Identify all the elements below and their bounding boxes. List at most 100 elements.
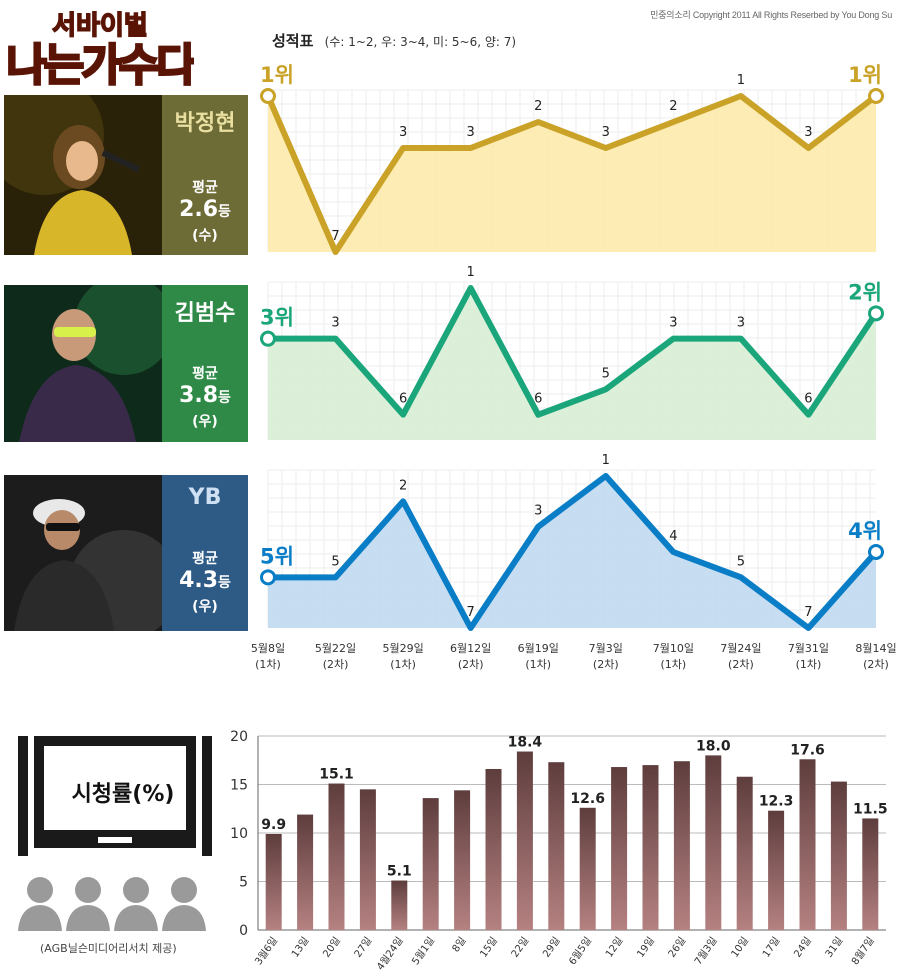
average-value: 2.6등 [179, 197, 231, 222]
x-tick-label: 5월29일 [382, 641, 423, 655]
y-tick-label: 0 [239, 923, 248, 939]
series-area [268, 288, 876, 440]
y-tick-label: 10 [230, 826, 248, 842]
endpoint-marker [868, 305, 884, 322]
singer-name: YB [188, 485, 222, 510]
rank-data-label: 7 [331, 229, 339, 244]
singer-photo-3 [4, 475, 162, 631]
rank-data-label: 3 [399, 125, 407, 140]
bar [768, 810, 785, 930]
rank-data-label: 6 [804, 392, 812, 407]
rank-data-label: 7 [467, 605, 475, 620]
bar-value-label: 17.6 [790, 742, 825, 758]
rank-data-label: 5 [331, 554, 339, 569]
svg-text:나는가수다: 나는가수다 [6, 40, 194, 90]
x-tick-label: (1차) [796, 658, 822, 671]
bar [297, 814, 314, 930]
x-tick-label: 13일 [289, 935, 311, 960]
x-tick-label: 7월10일 [653, 641, 694, 655]
bar [359, 789, 376, 930]
rank-data-label: 3 [534, 504, 542, 519]
bar-value-label: 18.4 [508, 735, 543, 751]
average-label: 평균 [192, 366, 218, 382]
rank-data-label: 3 [737, 316, 745, 331]
x-tick-label: 15일 [478, 935, 500, 960]
x-tick-label: 22일 [509, 935, 531, 960]
bar [642, 765, 659, 930]
x-tick-label: (2차) [728, 658, 754, 671]
x-tick-label: 10일 [729, 935, 751, 960]
page-title: 성적표 (수: 1~2, 우: 3~4, 미: 5~6, 양: 7) [272, 30, 516, 51]
x-tick-label: (1차) [390, 658, 416, 671]
x-tick-label: 7월24일 [720, 641, 761, 655]
start-rank-label: 1위 [260, 63, 294, 87]
endpoint-marker [260, 330, 276, 347]
bar [265, 833, 282, 930]
grade-label: (우) [192, 599, 218, 615]
singer-side-2: 김범수 평균 3.8등 (우) [162, 285, 248, 442]
audience-icons [18, 877, 206, 931]
end-rank-label: 1위 [848, 63, 882, 87]
x-tick-label: 12일 [603, 935, 625, 960]
tv-label: 시청률(%) [71, 782, 175, 807]
x-tick-label: 6월5일 [566, 935, 594, 967]
rank-data-label: 3 [467, 125, 475, 140]
x-tick-label: (2차) [863, 658, 889, 671]
x-tick-label: 7월3일 [589, 641, 623, 655]
bar [328, 783, 345, 930]
rank-data-label: 2 [669, 99, 677, 114]
rank-data-label: 1 [602, 453, 610, 468]
bar [736, 776, 753, 930]
x-tick-label: 27일 [352, 935, 374, 960]
x-tick-label: 6월19일 [518, 641, 559, 655]
x-tick-label: 8일 [450, 935, 469, 955]
x-tick-label: 19일 [635, 935, 657, 960]
bar-value-label: 12.3 [759, 794, 794, 810]
series-area [268, 476, 876, 628]
series-line [268, 285, 879, 418]
rank-data-label: 1 [737, 73, 745, 88]
y-tick-label: 15 [230, 778, 248, 794]
x-tick-label: 5월1일 [409, 935, 437, 967]
rank-data-label: 5 [737, 554, 745, 569]
x-tick-label: 20일 [321, 935, 343, 960]
singer-side-3: YB 평균 4.3등 (우) [162, 475, 248, 631]
x-tick-label: 8월7일 [849, 935, 877, 967]
x-tick-label: (1차) [525, 658, 551, 671]
series-line [265, 93, 878, 255]
endpoint-marker [260, 88, 276, 104]
x-tick-label: 17일 [760, 935, 782, 960]
x-tick-label: 5월22일 [315, 641, 356, 655]
bar-value-label: 9.9 [261, 817, 286, 833]
endpoint-marker [868, 544, 884, 560]
x-tick-label: (1차) [255, 658, 281, 671]
endpoint-marker [260, 569, 276, 586]
x-tick-label: 26일 [666, 935, 688, 960]
start-rank-label: 5위 [260, 544, 294, 568]
singer-name: 박정현 [174, 111, 236, 136]
average-label: 평균 [192, 551, 218, 567]
rank-data-label: 5 [602, 366, 610, 381]
x-tick-label: (2차) [458, 658, 484, 671]
data-source-note: (AGB닐슨미디어리서치 제공) [40, 942, 177, 955]
rank-data-label: 3 [669, 316, 677, 331]
bar [611, 767, 628, 930]
rank-data-label: 6 [399, 392, 407, 407]
x-tick-label: 5월8일 [251, 641, 285, 655]
average-value: 4.3등 [179, 568, 231, 593]
bar [830, 781, 847, 930]
bar [485, 768, 502, 930]
rank-data-label: 3 [602, 125, 610, 140]
y-tick-label: 5 [239, 875, 248, 891]
bar-value-label: 11.5 [853, 801, 888, 817]
series-area [268, 96, 876, 252]
series-line [268, 473, 879, 631]
y-tick-label: 20 [230, 729, 248, 745]
rank-data-label: 6 [534, 392, 542, 407]
bar [516, 751, 533, 930]
bar [391, 880, 408, 930]
x-tick-label: 4월24일 [374, 935, 405, 973]
copyright-note: 민중의소리 Copyright 2011 All Rights Reserbed… [650, 10, 892, 20]
bar-value-label: 5.1 [387, 864, 412, 880]
